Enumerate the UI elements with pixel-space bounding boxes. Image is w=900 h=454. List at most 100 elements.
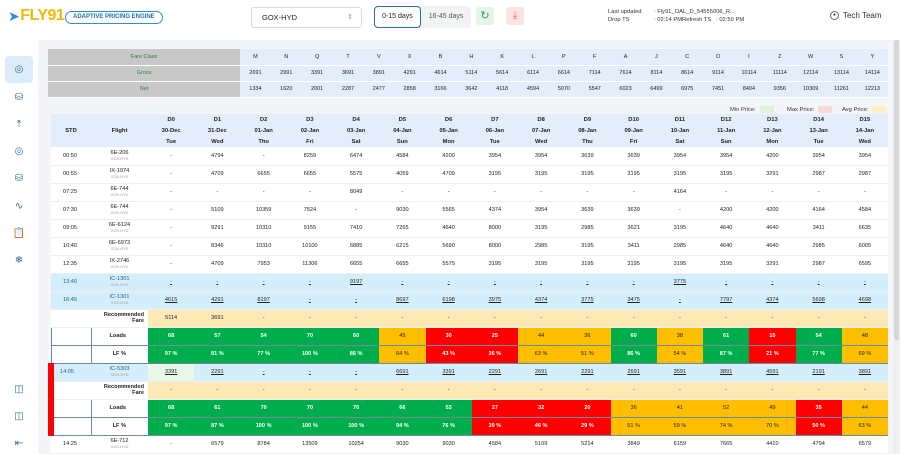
legend-avg-label: Avg Price: xyxy=(842,106,869,113)
fare-cell: P xyxy=(548,49,580,66)
weekday-header: Tue xyxy=(795,136,842,147)
own-fare-cell[interactable]: 2291 xyxy=(194,363,241,382)
own-fare-cell[interactable]: 3391 xyxy=(425,363,472,382)
own-fare-cell[interactable]: 4374 xyxy=(749,291,796,310)
own-fare-cell[interactable]: 6691 xyxy=(379,363,426,382)
own-fare-cell[interactable]: 9197 xyxy=(333,273,380,292)
load-factor-cell: 94 % xyxy=(379,417,426,436)
own-fare-cell[interactable]: - xyxy=(194,273,241,292)
sidebar-dashboard[interactable]: ◎ xyxy=(5,56,33,83)
sidebar-database-settings[interactable]: ⛁ xyxy=(5,84,33,111)
sidebar-reports[interactable]: 📋 xyxy=(5,220,33,247)
load-factor-cell: 97 % xyxy=(148,345,195,364)
range-16-45-button[interactable]: 16-45 days xyxy=(428,13,464,20)
own-fare-cell[interactable]: 4291 xyxy=(194,291,241,310)
own-fare-cell[interactable]: - xyxy=(841,273,888,292)
sidebar-trends[interactable]: ∿ xyxy=(5,193,33,220)
legend-max-swatch xyxy=(818,106,833,113)
own-fare-cell[interactable]: - xyxy=(471,273,518,292)
competitor-fare-cell: 5109 xyxy=(518,435,565,454)
own-fare-cell[interactable]: - xyxy=(286,291,333,310)
own-fare-cell[interactable]: 3475 xyxy=(610,291,657,310)
fare-cell: S xyxy=(826,49,857,66)
own-fare-cell[interactable]: 3775 xyxy=(656,273,703,292)
flight-route: GOX-HYD xyxy=(110,156,129,161)
fare-cell: 13114 xyxy=(826,65,857,82)
own-fare-cell[interactable]: 2691 xyxy=(610,363,657,382)
recommended-fare-cell: - xyxy=(656,309,703,328)
own-fare-cell[interactable]: 3591 xyxy=(656,363,703,382)
competitor-fare-cell: 3195 xyxy=(471,165,518,184)
route-select[interactable]: GOX-HYD ⇕ xyxy=(251,7,362,28)
own-fare-cell[interactable]: - xyxy=(610,273,657,292)
own-fare-cell[interactable]: 3391 xyxy=(148,363,195,382)
fare-cell: H xyxy=(455,49,487,66)
own-fare-cell[interactable]: - xyxy=(749,273,796,292)
own-fare-cell[interactable]: - xyxy=(286,273,333,292)
own-fare-cell[interactable]: - xyxy=(240,363,287,382)
sidebar-panel-toggle[interactable]: ◫ xyxy=(5,376,33,403)
fare-cell: 12213 xyxy=(856,81,888,98)
own-fare-cell[interactable]: 2291 xyxy=(471,363,518,382)
own-fare-cell[interactable]: - xyxy=(703,273,750,292)
own-fare-cell[interactable]: 2291 xyxy=(564,363,611,382)
own-fare-cell[interactable]: 4591 xyxy=(749,363,796,382)
load-factor-cell: 43 % xyxy=(425,345,472,364)
load-factor-cell: 74 % xyxy=(703,417,750,436)
flight-route: GOX-HYD xyxy=(110,175,129,179)
own-fare-cell[interactable]: - xyxy=(333,363,380,382)
trend-line-icon: ∿ xyxy=(14,201,24,212)
fare-row-gross: Gross 2691 2991 3391 3691 3891 4291 4614 5114 561… xyxy=(48,65,888,82)
flight-number: 6E-206 xyxy=(110,149,129,156)
own-fare-cell[interactable]: 7797 xyxy=(703,291,750,310)
fare-cell: Q xyxy=(301,49,333,66)
own-fare-cell[interactable]: 8197 xyxy=(240,291,287,310)
own-fare-cell[interactable]: - xyxy=(148,273,195,292)
own-fare-cell[interactable]: - xyxy=(333,291,380,310)
range-0-15-button[interactable]: 0-15 days xyxy=(374,6,421,28)
own-fare-cell[interactable]: 3891 xyxy=(841,363,888,382)
own-fare-cell[interactable]: 5698 xyxy=(795,291,842,310)
weekday-header: Mon xyxy=(749,136,796,147)
load-factor-cell: 87 % xyxy=(703,345,750,364)
upload-icon: ⤒ xyxy=(16,119,22,130)
own-fare-cell[interactable]: - xyxy=(518,273,565,292)
own-fare-cell[interactable]: - xyxy=(240,273,287,292)
competitor-fare-cell: 3195 xyxy=(656,219,703,238)
scrollbar-thumb[interactable] xyxy=(894,40,899,340)
own-fare-cell[interactable]: - xyxy=(564,273,611,292)
sidebar-database[interactable]: ⛁ xyxy=(5,165,33,192)
sidebar-upload[interactable]: ⤒ xyxy=(5,111,33,138)
sidebar-tickets[interactable]: ◫ xyxy=(5,403,33,430)
own-fare-cell[interactable]: 3891 xyxy=(703,363,750,382)
own-fare-cell[interactable]: 8697 xyxy=(379,291,426,310)
own-fare-cell[interactable]: - xyxy=(425,273,472,292)
own-fare-cell[interactable]: 4615 xyxy=(148,291,195,310)
date-header: 03-Jan xyxy=(333,125,380,136)
vertical-scrollbar[interactable] xyxy=(893,40,900,454)
date-header: 05-Jan xyxy=(425,125,472,136)
legend-max: Max Price: xyxy=(787,106,833,113)
own-fare-cell[interactable]: 4374 xyxy=(518,291,565,310)
own-fare-cell[interactable]: - xyxy=(379,273,426,292)
own-fare-cell[interactable]: - xyxy=(795,273,842,292)
own-fare-cell[interactable]: 3775 xyxy=(564,291,611,310)
sidebar-freeze[interactable]: ❄ xyxy=(5,247,33,274)
competitor-fare-cell: 6885 xyxy=(333,237,380,256)
own-fare-cell[interactable]: 2691 xyxy=(518,363,565,382)
own-fare-cell[interactable]: - xyxy=(286,363,333,382)
own-fare-cell[interactable]: 3975 xyxy=(471,291,518,310)
refresh-button[interactable]: ↻ xyxy=(476,7,494,25)
own-fare-cell[interactable]: 2191 xyxy=(795,363,842,382)
sidebar-target[interactable]: ◎ xyxy=(5,138,33,165)
snowflake-icon: ❄ xyxy=(14,255,24,266)
date-header: 31-Dec xyxy=(194,125,241,136)
sidebar-logout[interactable]: ⇤ xyxy=(5,430,33,454)
own-fare-cell[interactable]: - xyxy=(656,291,703,310)
load-factor-cell: 46 % xyxy=(518,417,565,436)
own-fare-cell[interactable]: 6198 xyxy=(425,291,472,310)
user-menu[interactable]: ● Tech Team xyxy=(830,11,882,20)
recommended-fare-cell: - xyxy=(564,381,611,400)
own-fare-cell[interactable]: 4698 xyxy=(841,291,888,310)
download-button[interactable]: ⤓ xyxy=(506,7,524,25)
